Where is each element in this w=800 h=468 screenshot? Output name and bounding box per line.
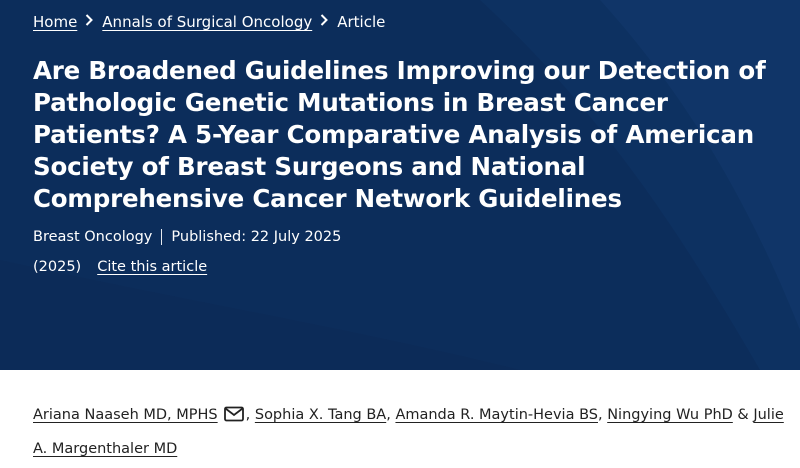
author-link[interactable]: Sophia X. Tang BA [254,407,387,423]
breadcrumb-journal-link[interactable]: Annals of Surgical Oncology [102,13,313,31]
breadcrumb: Home Annals of Surgical Oncology Article [33,13,385,31]
author-separator: , [245,407,255,423]
header-background-pattern [600,0,800,330]
breadcrumb-home-link[interactable]: Home [33,13,78,31]
article-meta: Breast Oncology Published: 22 July 2025 [33,229,341,245]
cite-this-article-link[interactable]: Cite this article [97,259,208,275]
article-citation-row: (2025) Cite this article [33,259,207,275]
breadcrumb-current: Article [337,13,386,31]
author-link[interactable]: Amanda R. Maytin-Hevia BS [395,407,598,423]
author-separator-last: & [732,407,754,423]
article-title: Are Broadened Guidelines Improving our D… [33,56,766,213]
author-link[interactable]: Ningying Wu PhD [607,407,733,423]
meta-divider [161,229,163,245]
chevron-right-icon [85,14,94,30]
published-date: Published: 22 July 2025 [171,229,342,245]
author-link[interactable]: Julie A. Margenthaler MD [33,407,784,457]
mail-icon[interactable] [223,403,244,434]
article-header: Home Annals of Surgical Oncology Article… [0,0,800,370]
article-section: Breast Oncology [33,229,153,245]
author-list: Ariana Naaseh MD, MPHS, Sophia X. Tang B… [33,400,793,465]
article-year: (2025) [33,259,82,275]
author-separator: , [597,407,608,423]
chevron-right-icon [320,14,329,30]
author-separator: , [386,407,396,423]
author-link[interactable]: Ariana Naaseh MD, MPHS [33,407,218,423]
